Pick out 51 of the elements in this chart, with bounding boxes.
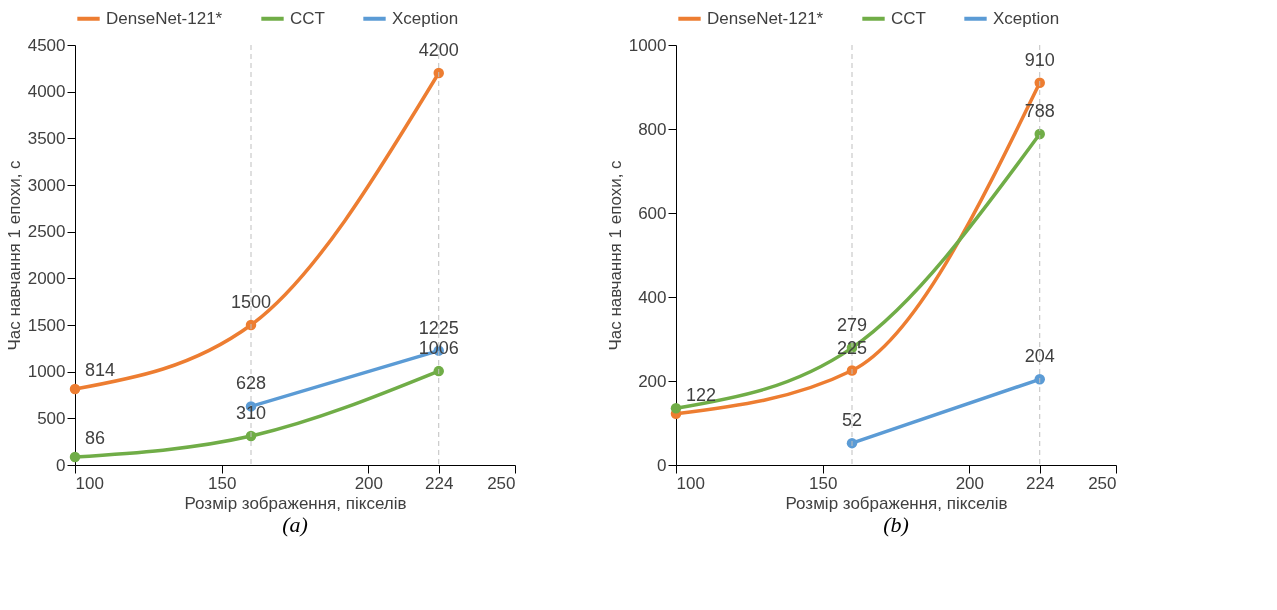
- data-label: 628: [235, 373, 267, 394]
- x-tick-label: 200: [354, 473, 384, 493]
- legend-label: Xception: [993, 8, 1060, 28]
- y-tick-label: 4000: [27, 82, 66, 102]
- data-label: 86: [85, 427, 106, 448]
- data-label: 204: [1024, 346, 1055, 367]
- data-label: 1225: [418, 317, 459, 338]
- x-tick-label: 100: [676, 473, 705, 493]
- y-tick-label: 200: [638, 371, 667, 391]
- data-label: 910: [1024, 49, 1055, 70]
- data-label: 279: [836, 314, 868, 335]
- x-tick-label: 224: [425, 473, 454, 493]
- text: (b): [883, 512, 909, 537]
- y-tick-label: 3500: [27, 128, 66, 148]
- data-label: 52: [841, 410, 863, 431]
- data-label: 4200: [418, 40, 459, 60]
- data-label: 1006: [418, 338, 459, 359]
- legend-label: Xception: [392, 8, 459, 28]
- y-tick-label: 2000: [27, 268, 66, 288]
- data-label: 122: [686, 384, 717, 405]
- x-tick-label: 224: [1026, 473, 1055, 493]
- data-label: 814: [85, 360, 116, 381]
- y-tick-label: 4500: [27, 35, 66, 55]
- y-tick-label: 500: [37, 408, 66, 428]
- y-tick-label: 800: [638, 119, 667, 139]
- y-tick-label: 0: [56, 455, 66, 475]
- y-tick-label: 1500: [27, 315, 66, 335]
- legend-label: DenseNet-121*: [707, 8, 824, 28]
- y-tick-label: 1000: [628, 35, 667, 55]
- data-label: 310: [235, 403, 267, 424]
- x-tick-label: 200: [955, 473, 985, 493]
- y-tick-label: 600: [638, 203, 667, 223]
- x-axis-title: Розмір зображення, пікселів: [184, 493, 407, 513]
- y-tick-label: 400: [638, 287, 667, 307]
- y-tick-label: 0: [657, 455, 667, 475]
- x-tick-label: 100: [75, 473, 104, 493]
- text: (a): [282, 512, 308, 537]
- y-axis-title: Час навчання 1 епохи, с: [4, 159, 24, 351]
- x-tick-label: 150: [808, 473, 838, 493]
- x-tick-label: 250: [1088, 473, 1117, 493]
- legend-label: DenseNet-121*: [106, 8, 223, 28]
- y-axis-title: Час навчання 1 епохи, с: [605, 159, 625, 351]
- legend-label: CCT: [290, 8, 325, 28]
- y-tick-label: 1000: [27, 362, 66, 382]
- x-axis-title: Розмір зображення, пікселів: [785, 493, 1008, 513]
- y-tick-label: 3000: [27, 175, 66, 195]
- x-tick-label: 150: [207, 473, 237, 493]
- data-label: 1500: [230, 292, 272, 312]
- legend-label: CCT: [891, 8, 926, 28]
- x-tick-label: 250: [487, 473, 516, 493]
- y-tick-label: 2500: [27, 222, 66, 242]
